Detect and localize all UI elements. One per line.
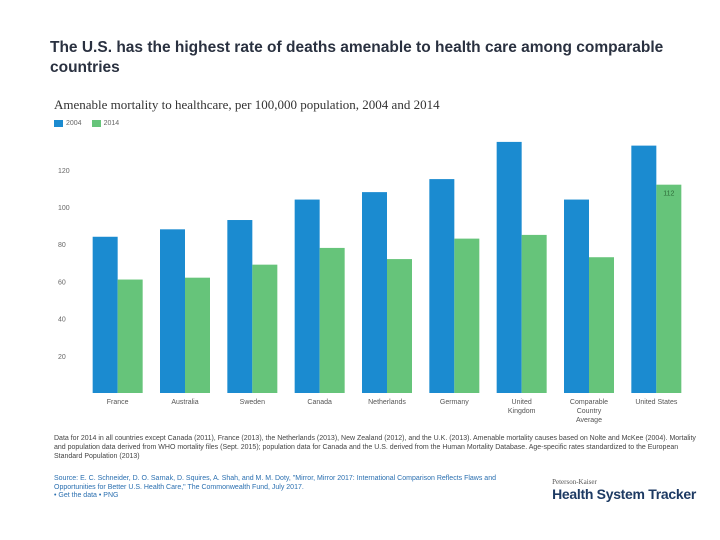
bar-2014[interactable] (387, 259, 412, 393)
y-tick-label: 40 (58, 317, 66, 324)
chart-notes: Data for 2014 in all countries except Ca… (54, 435, 696, 461)
legend-item-2014[interactable]: 2014 (91, 120, 120, 127)
x-tick-label: Australia (171, 399, 198, 406)
x-tick-label: Kingdom (508, 408, 536, 415)
bar-2014[interactable] (521, 234, 547, 393)
x-tick-label: France (107, 399, 129, 406)
legend-item-2004[interactable]: 2004 (54, 120, 82, 127)
x-tick-label: Average (576, 417, 602, 424)
x-tick-label: Netherlands (368, 399, 406, 406)
bar-2014[interactable] (185, 277, 210, 393)
x-tick-label: Sweden (240, 399, 265, 406)
legend-swatch-2014 (91, 120, 101, 127)
bar-2004[interactable] (294, 199, 320, 393)
bar-2014[interactable] (252, 264, 278, 393)
bar-2004[interactable] (429, 179, 455, 393)
source-text: E. C. Schneider, D. O. Sarnak, D. Squire… (54, 475, 496, 492)
brand-main-text: Health System Tracker (552, 486, 696, 502)
y-tick-label: 80 (58, 242, 66, 249)
bar-2014[interactable] (589, 257, 614, 393)
brand-top-text: Peterson-Kaiser (552, 478, 597, 486)
legend-label-2004: 2004 (66, 120, 82, 127)
bar-2014[interactable] (117, 279, 143, 393)
chart-legend: 2004 2014 (54, 120, 119, 127)
x-tick-label: Comparable (570, 399, 608, 406)
chart-title: The U.S. has the highest rate of deaths … (50, 39, 664, 76)
bar-2014[interactable] (656, 184, 682, 393)
bar-2004[interactable] (227, 220, 253, 393)
y-tick-label: 60 (58, 279, 66, 286)
x-tick-label: Country (577, 408, 602, 415)
bar-2004[interactable] (631, 145, 657, 393)
chart-subtitle: Amenable mortality to healthcare, per 10… (54, 97, 440, 112)
download-links: • Get the data • PNG (54, 492, 118, 499)
x-tick-label: United (512, 399, 532, 406)
get-data-link[interactable]: • Get the data (54, 492, 97, 499)
y-tick-label: 20 (58, 354, 66, 361)
x-tick-label: Germany (440, 399, 469, 406)
bar-2004[interactable] (362, 192, 387, 393)
bar-2014[interactable] (454, 238, 480, 393)
legend-label-2014: 2014 (103, 120, 120, 127)
legend-swatch-2004 (54, 120, 63, 127)
bar-2004[interactable] (564, 199, 589, 393)
bar-2004[interactable] (496, 141, 522, 393)
y-tick-label: 100 (58, 205, 70, 212)
bar-2004[interactable] (160, 229, 185, 393)
png-link[interactable]: • PNG (98, 492, 119, 499)
x-tick-label: United States (635, 399, 678, 406)
bar-chart: 20 40 60 80 100 120 France Australia Sweden Canad… (58, 141, 682, 424)
bar-2014[interactable] (319, 247, 345, 393)
bar-2004[interactable] (92, 236, 118, 393)
chart-source: Source: E. C. Schneider, D. O. Sarnak, D… (54, 474, 524, 492)
y-tick-label: 120 (58, 168, 70, 175)
source-label: Source: (54, 475, 79, 482)
data-label: 112 (663, 191, 674, 198)
brand-logo: Peterson-Kaiser Health System Tracker (552, 478, 696, 502)
x-tick-label: Canada (307, 399, 332, 406)
